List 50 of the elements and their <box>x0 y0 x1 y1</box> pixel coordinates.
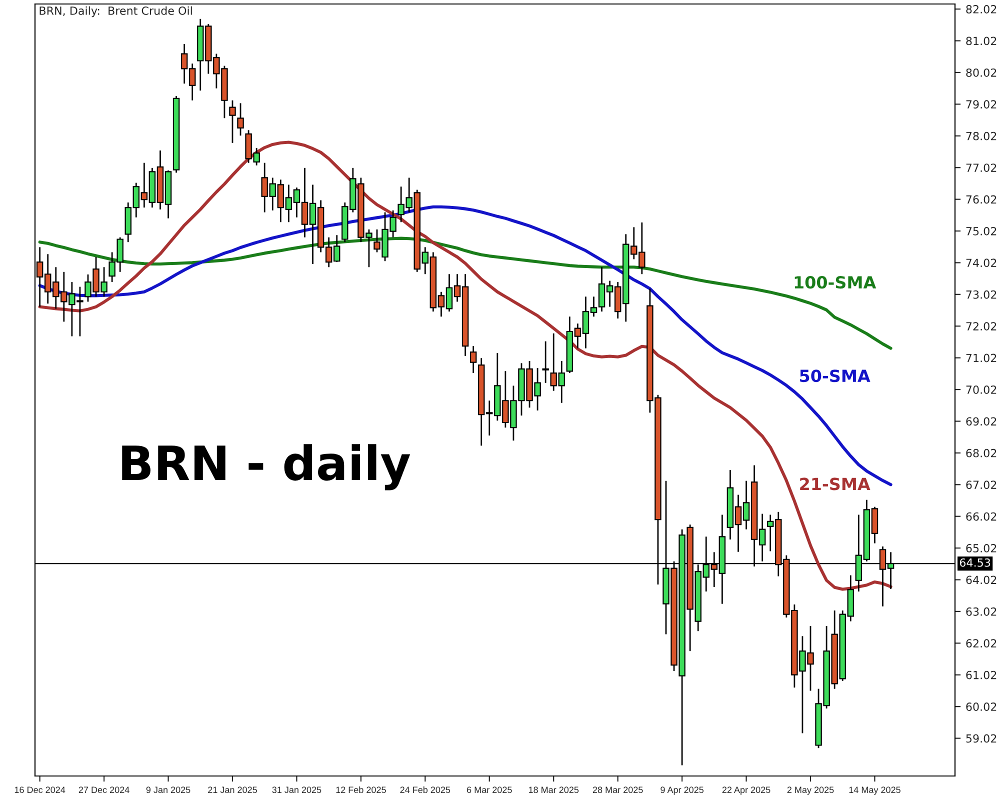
candlestick <box>237 102 244 136</box>
y-tick-label: 82.02 <box>966 5 996 14</box>
x-tick-label: 9 Jan 2025 <box>146 786 190 794</box>
y-tick-label: 72.02 <box>966 322 996 330</box>
series-label: 100-SMA <box>794 276 876 289</box>
x-tick-label: 12 Feb 2025 <box>336 786 386 794</box>
y-tick-label: 75.02 <box>966 226 996 236</box>
y-tick-label: 71.02 <box>966 354 996 362</box>
chart-title: BRN, Daily: Brent Crude Oil <box>40 6 192 18</box>
annotation: BRN - daily <box>122 444 410 490</box>
ref-line-label: 64.53 <box>960 558 990 567</box>
x-tick-label: 18 Mar 2025 <box>528 786 579 794</box>
y-tick-label: 77.02 <box>966 164 996 172</box>
y-tick-label: 81.02 <box>966 36 996 46</box>
line-series <box>38 236 892 350</box>
y-tick-label: 67.02 <box>966 480 996 490</box>
x-tick-label: 24 Feb 2025 <box>400 786 450 794</box>
y-tick-label: 62.02 <box>966 639 996 648</box>
y-tick-label: 68.02 <box>966 448 996 458</box>
y-tick-label: 63.02 <box>966 607 996 616</box>
y-tick-label: 60.02 <box>966 702 996 711</box>
candlestick <box>542 340 549 384</box>
x-tick-label: 27 Dec 2024 <box>78 786 130 794</box>
y-tick-label: 73.02 <box>966 290 996 299</box>
y-tick-label: 59.02 <box>966 734 996 743</box>
series-label: 50-SMA <box>800 370 870 382</box>
y-tick-label: 74.02 <box>966 258 996 268</box>
x-tick-label: 6 Mar 2025 <box>467 786 512 794</box>
x-tick-label: 2 May 2025 <box>787 786 834 795</box>
y-tick-label: 61.02 <box>966 670 996 680</box>
x-tick-label: 28 Mar 2025 <box>592 786 643 794</box>
series-label: 21-SMA <box>800 478 870 490</box>
y-tick-label: 70.02 <box>966 386 996 394</box>
x-tick-label: 22 Apr 2025 <box>722 786 770 795</box>
x-tick-label: 16 Dec 2024 <box>14 786 66 794</box>
y-tick-label: 79.02 <box>966 100 996 109</box>
x-tick-label: 21 Jan 2025 <box>208 786 257 794</box>
x-tick-label: 9 Apr 2025 <box>660 786 704 795</box>
candlestick <box>470 345 477 374</box>
candlestick <box>229 100 236 144</box>
y-tick-label: 66.02 <box>966 512 996 521</box>
y-tick-label: 64.02 <box>966 576 996 584</box>
y-tick-label: 69.02 <box>966 417 996 426</box>
x-tick-label: 14 May 2025 <box>849 786 900 795</box>
line-series <box>38 140 892 591</box>
y-tick-label: 78.02 <box>966 132 996 140</box>
y-tick-label: 65.02 <box>966 544 996 552</box>
x-tick-label: 31 Jan 2025 <box>272 786 322 794</box>
y-tick-label: 76.02 <box>966 195 996 204</box>
y-tick-label: 80.02 <box>966 68 996 77</box>
